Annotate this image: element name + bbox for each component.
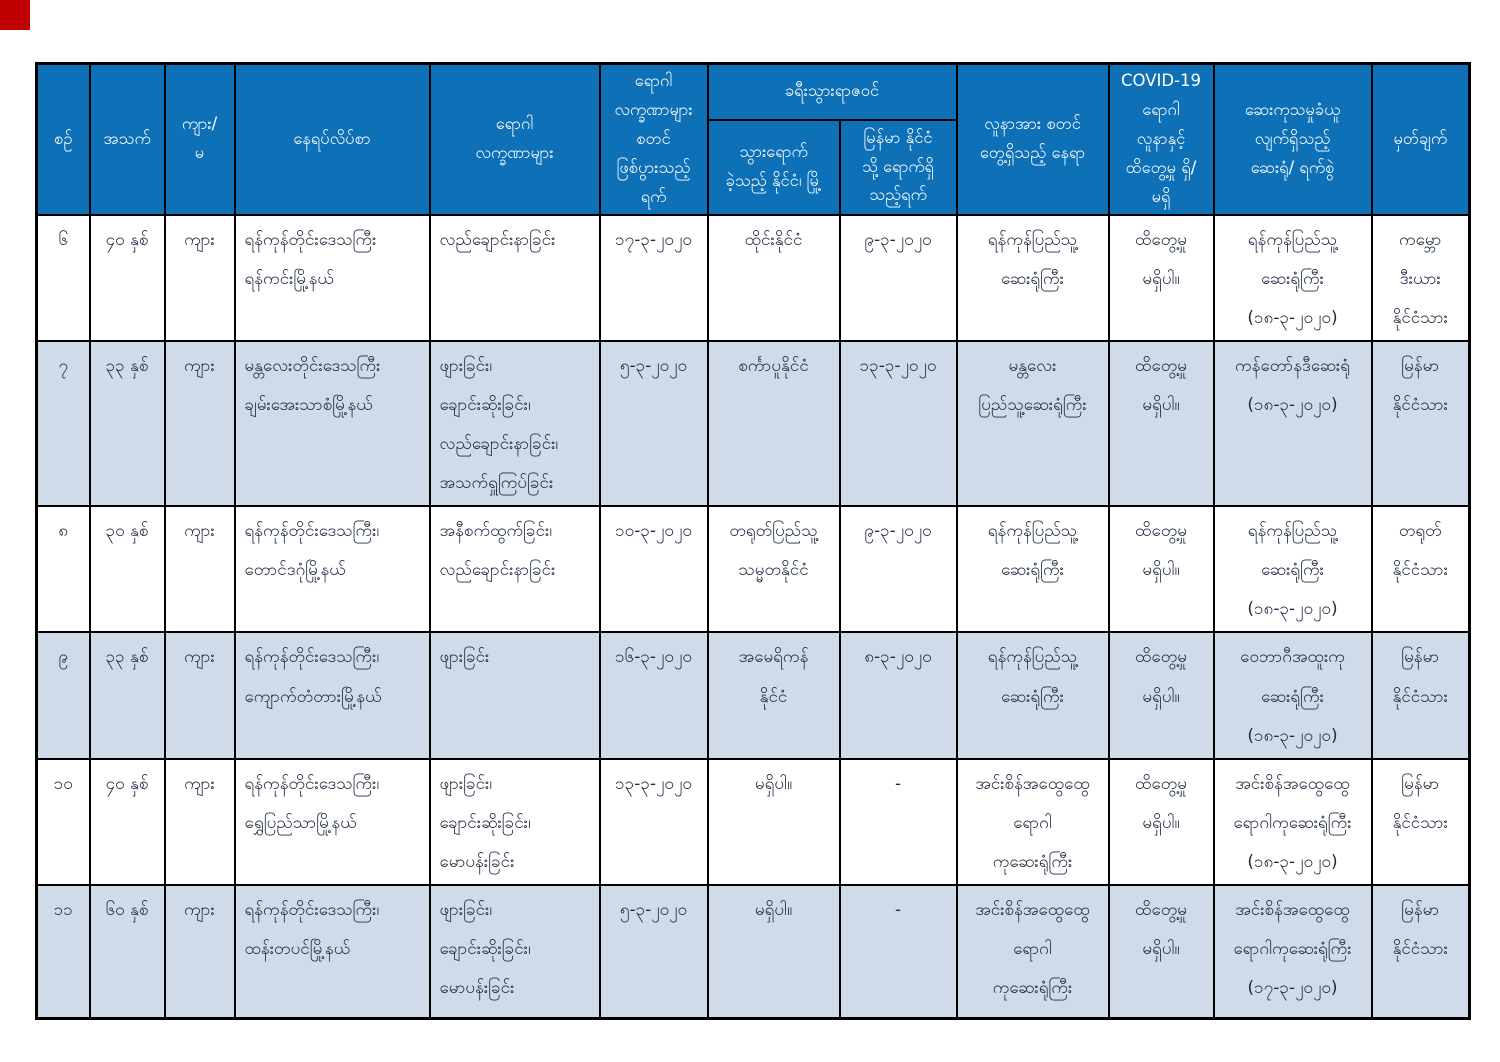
corner-red-marker [0, 0, 30, 30]
cell-sex: ကျား [163, 505, 236, 634]
cell-sex: ကျား [163, 757, 236, 887]
cell-place: ရန်ကုန်ပြည်သူ့ ဆေးရုံကြီး [955, 213, 1110, 342]
cell-hospital: ဝေဘာဂီအထူးကု ဆေးရုံကြီး (၁၈-၃-၂၀၂၀) [1212, 631, 1373, 760]
cell-onset: ၁၃-၃-၂၀၂၀ [598, 757, 709, 887]
cell-remark: မြန်မာ နိုင်ငံသား [1370, 631, 1471, 760]
cell-hospital: အင်းစိန်အထွေထွေ ရောဂါကုဆေးရုံကြီး (၁၈-၃-… [1212, 757, 1373, 887]
cell-arrival: ၈-၃-၂၀၂၀ [838, 631, 958, 760]
cell-sex: ကျား [163, 213, 236, 342]
cell-address: ရန်ကုန်တိုင်းဒေသကြီး၊ ကျောက်တံတားမြို့နယ… [233, 631, 431, 760]
cell-country: တရုတ်ပြည်သူ့ သမ္မတနိုင်ငံ [706, 505, 841, 634]
cell-hospital: အင်းစိန်အထွေထွေ ရောဂါကုဆေးရုံကြီး (၁၇-၃-… [1212, 884, 1373, 1019]
header-onset-date: ရောဂါ လက္ခဏာများ စတင် ဖြစ်ပွားသည့် ရက် [598, 62, 709, 216]
cell-remark: မြန်မာ နိုင်ငံသား [1370, 339, 1471, 508]
cell-onset: ၁၆-၃-၂၀၂၀ [598, 631, 709, 760]
cell-contact: ထိတွေ့မှု မရှိပါ။ [1107, 631, 1215, 760]
cell-remark: ကမ္ဘော ဒီးယား နိုင်ငံသား [1370, 213, 1471, 342]
cell-symptoms: ဖျားခြင်း [428, 631, 601, 760]
cell-no: ၉ [35, 631, 91, 760]
table-header: စဉ် အသက် ကျား/ မ နေရပ်လိပ်စာ ရောဂါ လက္ခဏ… [35, 62, 1471, 216]
cell-hospital: ရန်ကုန်ပြည်သူ့ ဆေးရုံကြီး (၁၈-၃-၂၀၂၀) [1212, 505, 1373, 634]
cell-place: မန္တလေး ပြည်သူ့ဆေးရုံကြီး [955, 339, 1110, 508]
header-no: စဉ် [35, 62, 91, 216]
cell-onset: ၅-၃-၂၀၂၀ [598, 339, 709, 508]
cell-age: ၄၀ နှစ် [88, 757, 166, 887]
cell-remark: တရုတ် နိုင်ငံသား [1370, 505, 1471, 634]
table-row: ၁၁ ၆၀ နှစ် ကျား ရန်ကုန်တိုင်းဒေသကြီး၊ ထန်းတ… [35, 884, 1471, 1019]
header-age: အသက် [88, 62, 166, 216]
cell-arrival: - [838, 884, 958, 1019]
cell-age: ၃၃ နှစ် [88, 631, 166, 760]
cell-symptoms: ဖျားခြင်း၊ ချောင်းဆိုးခြင်း၊ မောပန်းခြင်… [428, 884, 601, 1019]
header-covid-contact: COVID-19 ရောဂါ လူနာနှင့် ထိတွေ့မှု ရှိ/ … [1107, 62, 1215, 216]
cell-no: ၁၀ [35, 757, 91, 887]
cell-no: ၈ [35, 505, 91, 634]
cell-arrival: ၉-၃-၂၀၂၀ [838, 213, 958, 342]
cell-address: ရန်ကုန်တိုင်းဒေသကြီး၊ တောင်ဒဂုံမြို့နယ် [233, 505, 431, 634]
cell-onset: ၁၀-၃-၂၀၂၀ [598, 505, 709, 634]
cell-arrival: - [838, 757, 958, 887]
cell-place: ရန်ကုန်ပြည်သူ့ ဆေးရုံကြီး [955, 631, 1110, 760]
cell-symptoms: အနီစက်ထွက်ခြင်း၊ လည်ချောင်းနာခြင်း [428, 505, 601, 634]
cell-hospital: ရန်ကုန်ပြည်သူ့ ဆေးရုံကြီး (၁၈-၃-၂၀၂၀) [1212, 213, 1373, 342]
table-row: ၇၃၃ နှစ် ကျား မန္တလေးတိုင်းဒေသကြီး ချမ်းအေ… [35, 339, 1471, 508]
header-place-found: လူနာအား စတင် တွေ့ရှိသည့် နေရာ [955, 62, 1110, 216]
cell-remark: မြန်မာ နိုင်ငံသား [1370, 884, 1471, 1019]
cell-address: ရန်ကုန်တိုင်းဒေသကြီး၊ ထန်းတပင်မြို့နယ် [233, 884, 431, 1019]
cell-country: မရှိပါ။ [706, 884, 841, 1019]
header-remark: မှတ်ချက် [1370, 62, 1471, 216]
cell-place: ရန်ကုန်ပြည်သူ့ ဆေးရုံကြီး [955, 505, 1110, 634]
cell-address: မန္တလေးတိုင်းဒေသကြီး ချမ်းအေးသာစံမြို့နယ… [233, 339, 431, 508]
cell-contact: ထိတွေ့မှု မရှိပါ။ [1107, 505, 1215, 634]
cell-symptoms: လည်ချောင်းနာခြင်း [428, 213, 601, 342]
header-country-visited: သွားရောက် ခဲ့သည့် နိုင်ငံ၊ မြို့ [706, 118, 841, 216]
cell-symptoms: ဖျားခြင်း၊ ချောင်းဆိုးခြင်း၊ မောပန်းခြင်… [428, 757, 601, 887]
cell-contact: ထိတွေ့မှု မရှိပါ။ [1107, 213, 1215, 342]
table-row: ၁၀ ၄၀ နှစ် ကျား ရန်ကုန်တိုင်းဒေသကြီး၊ ရွှေပ… [35, 757, 1471, 887]
cell-age: ၃၀ နှစ် [88, 505, 166, 634]
header-address: နေရပ်လိပ်စာ [233, 62, 431, 216]
header-symptoms: ရောဂါ လက္ခဏာများ [428, 62, 601, 216]
cell-country: မရှိပါ။ [706, 757, 841, 887]
cell-onset: ၅-၃-၂၀၂၀ [598, 884, 709, 1019]
cell-arrival: ၁၃-၃-၂၀၂၀ [838, 339, 958, 508]
cell-place: အင်းစိန်အထွေထွေ ရောဂါ ကုဆေးရုံကြီး [955, 884, 1110, 1019]
header-hospital: ဆေးကုသမှုခံယူ လျက်ရှိသည့် ဆေးရုံ/ ရက်စွဲ [1212, 62, 1373, 216]
cell-sex: ကျား [163, 631, 236, 760]
table-row: ၆၄၀ နှစ် ကျား ရန်ကုန်တိုင်းဒေသကြီး ရန်ကင်း… [35, 213, 1471, 342]
cell-contact: ထိတွေ့မှု မရှိပါ။ [1107, 339, 1215, 508]
table-row: ၈၃၀ နှစ် ကျား ရန်ကုန်တိုင်းဒေသကြီး၊ တောင်ဒ… [35, 505, 1471, 634]
cell-sex: ကျား [163, 884, 236, 1019]
cell-symptoms: ဖျားခြင်း၊ ချောင်းဆိုးခြင်း၊ လည်ချောင်းန… [428, 339, 601, 508]
cell-contact: ထိတွေ့မှု မရှိပါ။ [1107, 884, 1215, 1019]
cell-address: ရန်ကုန်တိုင်းဒေသကြီး၊ ရွှေပြည်သာမြို့နယ် [233, 757, 431, 887]
cell-country: ထိုင်းနိုင်ငံ [706, 213, 841, 342]
header-travel-history: ခရီးသွားရာဇဝင် [706, 62, 958, 121]
cell-country: စင်္ကာပူနိုင်ငံ [706, 339, 841, 508]
table-row: ၉၃၃ နှစ် ကျား ရန်ကုန်တိုင်းဒေသကြီး၊ ကျောက်… [35, 631, 1471, 760]
cell-arrival: ၉-၃-၂၀၂၀ [838, 505, 958, 634]
cell-place: အင်းစိန်အထွေထွေ ရောဂါ ကုဆေးရုံကြီး [955, 757, 1110, 887]
cell-age: ၆၀ နှစ် [88, 884, 166, 1019]
cell-contact: ထိတွေ့မှု မရှိပါ။ [1107, 757, 1215, 887]
cell-no: ၇ [35, 339, 91, 508]
header-sex: ကျား/ မ [163, 62, 236, 216]
cell-address: ရန်ကုန်တိုင်းဒေသကြီး ရန်ကင်းမြို့နယ် [233, 213, 431, 342]
table-body: ၆၄၀ နှစ် ကျား ရန်ကုန်တိုင်းဒေသကြီး ရန်ကင်း… [35, 213, 1471, 1019]
cell-age: ၃၃ နှစ် [88, 339, 166, 508]
cell-remark: မြန်မာ နိုင်ငံသား [1370, 757, 1471, 887]
cell-age: ၄၀ နှစ် [88, 213, 166, 342]
cell-no: ၁၁ [35, 884, 91, 1019]
cell-country: အမေရိကန် နိုင်ငံ [706, 631, 841, 760]
cell-no: ၆ [35, 213, 91, 342]
covid-case-table: စဉ် အသက် ကျား/ မ နေရပ်လိပ်စာ ရောဂါ လက္ခဏ… [35, 62, 1472, 1020]
cell-sex: ကျား [163, 339, 236, 508]
cell-hospital: ကန်တော်နဒီဆေးရုံ (၁၈-၃-၂၀၂၀) [1212, 339, 1373, 508]
cell-onset: ၁၇-၃-၂၀၂၀ [598, 213, 709, 342]
header-arrival-date: မြန်မာ နိုင်ငံ သို့ ရောက်ရှိ သည့်ရက် [838, 118, 958, 216]
